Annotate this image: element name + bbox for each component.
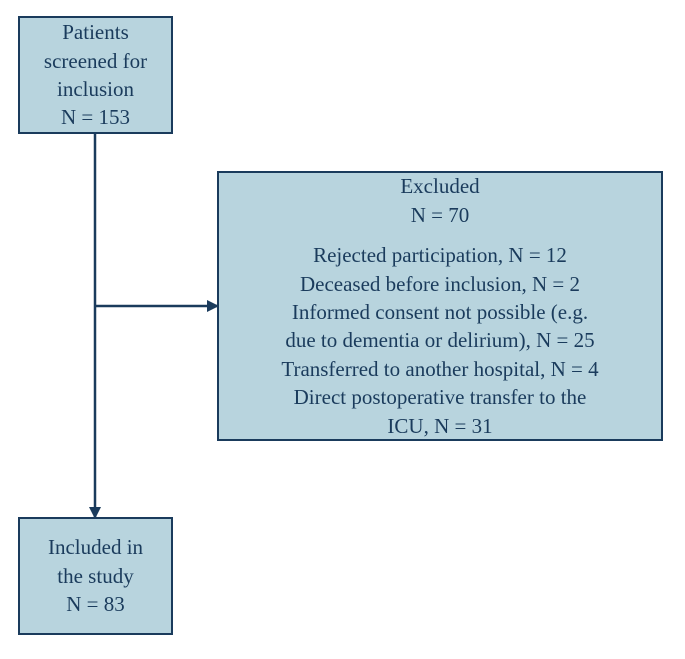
box-excluded-line: Deceased before inclusion, N = 2 <box>300 270 580 298</box>
box-screened-line: N = 153 <box>61 103 130 131</box>
box-included-line: the study <box>57 562 133 590</box>
box-included-line: N = 83 <box>66 590 125 618</box>
box-excluded-line: N = 70 <box>411 201 470 229</box>
box-excluded-line: Direct postoperative transfer to the <box>294 383 587 411</box>
box-included-line: Included in <box>48 533 143 561</box>
box-excluded-line: Rejected participation, N = 12 <box>313 241 567 269</box>
box-excluded-line: Excluded <box>400 172 479 200</box>
box-screened: Patientsscreened forinclusionN = 153 <box>18 16 173 134</box>
box-excluded: ExcludedN = 70 Rejected participation, N… <box>217 171 663 441</box>
box-excluded-line: Transferred to another hospital, N = 4 <box>281 355 598 383</box>
box-screened-line: inclusion <box>57 75 134 103</box>
box-screened-line: Patients <box>62 18 129 46</box>
box-excluded-line: ICU, N = 31 <box>387 412 492 440</box>
box-excluded-line: due to dementia or delirium), N = 25 <box>285 326 594 354</box>
box-included: Included inthe studyN = 83 <box>18 517 173 635</box>
box-excluded-line <box>437 229 442 242</box>
box-screened-line: screened for <box>44 47 147 75</box>
box-excluded-line: Informed consent not possible (e.g. <box>292 298 588 326</box>
